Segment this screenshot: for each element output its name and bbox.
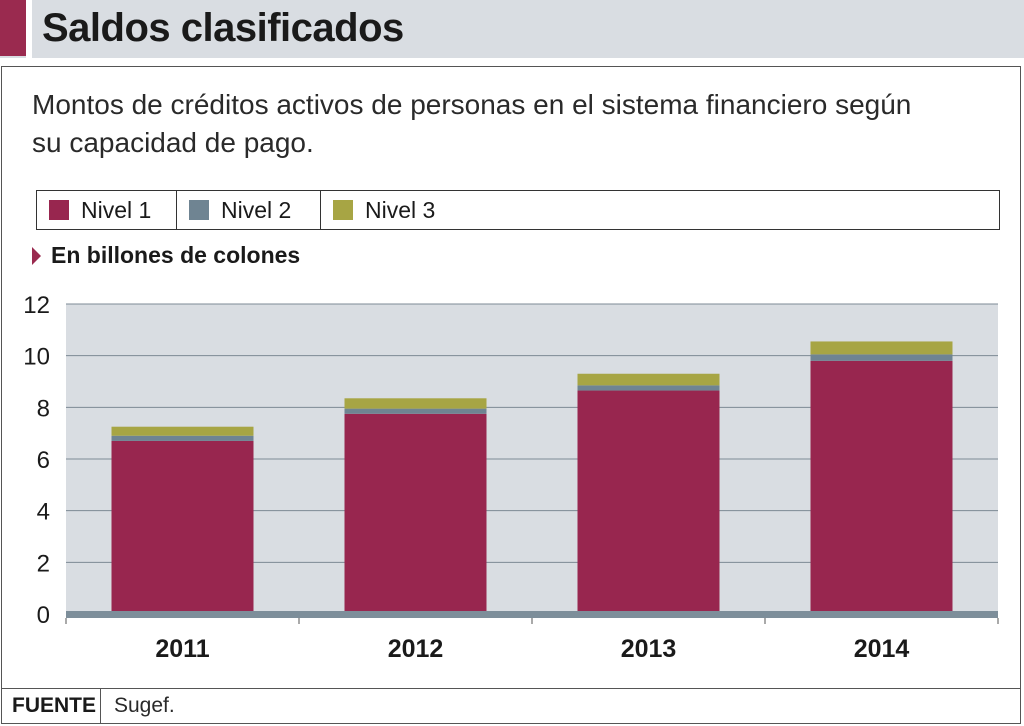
bar-2011-nivel-1 (111, 440, 254, 614)
y-tick-label: 10 (23, 344, 50, 371)
triangle-right-icon (32, 246, 41, 265)
bar-2014-nivel-1 (810, 360, 953, 614)
bar-2011-nivel-3 (111, 426, 254, 436)
bar-2013-nivel-2 (577, 385, 720, 391)
unit-label: En billones de colones (51, 242, 301, 268)
chart-frame (1, 66, 1021, 724)
footer-divider (1, 688, 1021, 689)
x-axis-baseline (66, 611, 998, 618)
bar-2012-nivel-2 (344, 408, 487, 414)
legend-swatch-nivel-2 (189, 200, 209, 220)
y-tick-label: 12 (23, 292, 50, 319)
y-tick-label: 4 (37, 499, 50, 526)
source-text: Sugef. (114, 694, 175, 717)
legend-swatch-nivel-1 (49, 200, 69, 220)
legend-label-nivel-1: Nivel 1 (81, 196, 152, 223)
bar-2013-nivel-3 (577, 373, 720, 386)
legend-label-nivel-3: Nivel 3 (365, 196, 436, 223)
y-tick-label: 6 (37, 447, 50, 474)
legend-item-nivel-1: Nivel 1 (37, 191, 177, 229)
chart-subtitle: Montos de créditos activos de personas e… (32, 89, 912, 158)
x-tick-label: 2011 (155, 635, 209, 663)
legend-item-nivel-3: Nivel 3 (321, 191, 999, 229)
bar-2012-nivel-3 (344, 398, 487, 409)
x-tick-label: 2014 (854, 635, 910, 663)
legend-swatch-nivel-3 (333, 200, 353, 220)
x-tick-label: 2013 (621, 635, 677, 663)
bar-2014-nivel-3 (810, 341, 953, 355)
bar-2012-nivel-1 (344, 413, 487, 614)
y-tick-label: 8 (37, 395, 50, 422)
header-accent-bar (0, 0, 26, 56)
y-tick-label: 0 (37, 602, 50, 629)
legend-label-nivel-2: Nivel 2 (221, 196, 292, 223)
chart-legend: Nivel 1 Nivel 2 Nivel 3 (36, 190, 1000, 230)
y-tick-label: 2 (37, 550, 50, 577)
source-label: FUENTE (12, 694, 96, 717)
bar-2013-nivel-1 (577, 390, 720, 614)
bar-2011-nivel-2 (111, 435, 254, 441)
legend-item-nivel-2: Nivel 2 (177, 191, 321, 229)
bar-2014-nivel-2 (810, 354, 953, 361)
header-band (0, 0, 1024, 58)
x-tick-label: 2012 (388, 635, 444, 663)
unit-label-row: En billones de colones (32, 242, 300, 269)
bar-chart: 0 2 4 6 8 10 12 2011 2012 2013 2014 (23, 292, 999, 663)
page-title: Saldos clasificados (42, 6, 404, 50)
